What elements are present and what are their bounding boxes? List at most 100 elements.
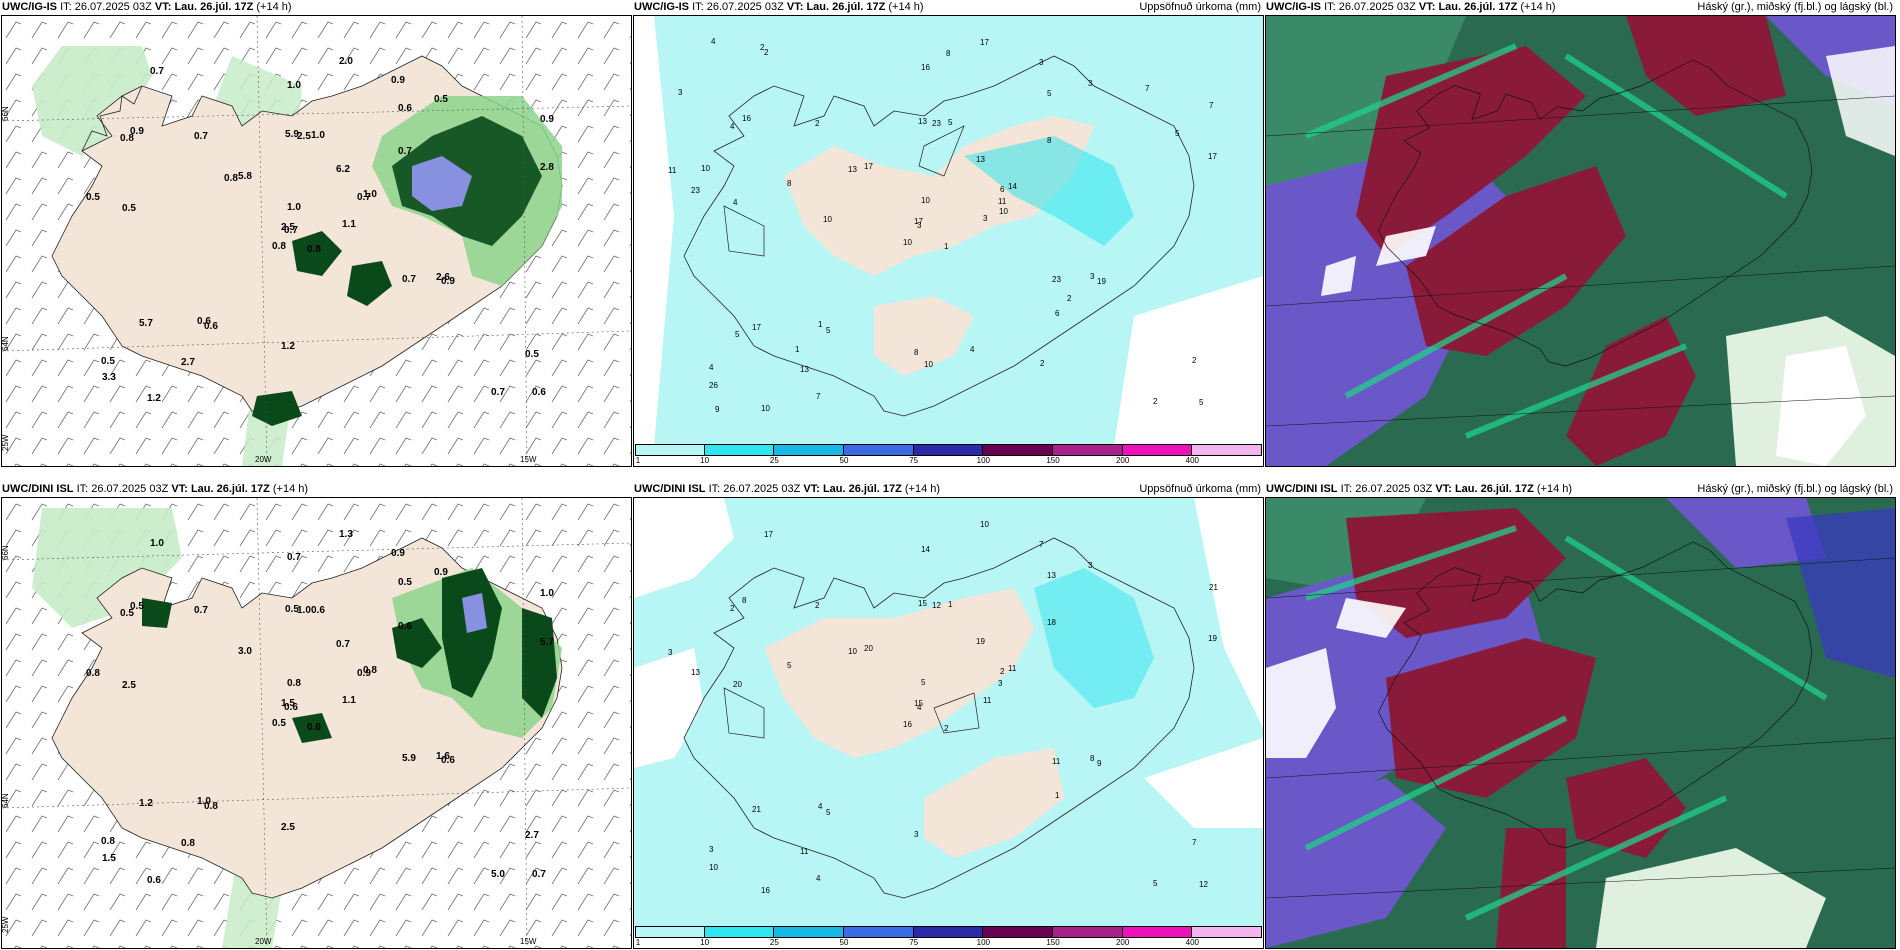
colorbar-tick-label: 150	[1046, 456, 1060, 465]
it-label: IT:	[1340, 483, 1353, 495]
colorbar-tick-label: 100	[976, 456, 991, 465]
lon-label-25: 25W	[2, 434, 10, 451]
map-value-label: 1.5	[281, 698, 295, 709]
map-value-label: 3	[668, 648, 673, 657]
map-value-label: 4	[711, 37, 716, 46]
map-value-label: 9	[715, 405, 720, 414]
panel-header: UWC/IG-IS IT: 26.07.2025 03Z VT: Lau. 26…	[1266, 1, 1556, 14]
map-value-label: 5.0	[491, 869, 505, 880]
map-value-label: 2.5	[281, 822, 295, 833]
map-value-label: 23	[691, 186, 700, 195]
colorbar-segment	[1122, 926, 1193, 938]
map-value-label: 0.9	[540, 114, 554, 125]
map-value-label: 5	[1175, 129, 1180, 138]
panel-header: UWC/DINI ISL IT: 26.07.2025 03Z VT: Lau.…	[634, 483, 940, 496]
map-value-label: 4	[816, 874, 821, 883]
map-value-label: 0.6	[204, 321, 218, 332]
model-name: UWC/IG-IS	[1266, 1, 1321, 13]
map-value-label: 0.6	[307, 722, 321, 733]
colorbar-segment	[983, 926, 1053, 938]
vt-value: Lau. 26.júl. 17Z	[190, 483, 270, 495]
vt-value: Lau. 26.júl. 17Z	[806, 1, 886, 13]
colorbar-segment	[844, 444, 914, 456]
map-value-label: 2.8	[540, 162, 554, 173]
map-value-label: 0.7	[194, 605, 208, 616]
map-value-label: 8	[742, 596, 747, 605]
map-value-label: 11	[983, 696, 992, 705]
it-value: 26.07.2025 03Z	[91, 483, 169, 495]
vt-label: VT:	[154, 1, 172, 13]
vt-label: VT:	[803, 483, 820, 495]
map-value-label: 15	[914, 699, 923, 708]
map-value-label: 9	[1097, 759, 1102, 768]
map-value-label: 17	[1208, 152, 1217, 161]
map-value-label: 2	[1040, 359, 1045, 368]
colorbar-tick-label: 400	[1185, 938, 1200, 947]
colorbar-segment	[1122, 444, 1193, 456]
map-value-label: 20	[864, 644, 873, 653]
map-frame	[1265, 15, 1896, 467]
map-value-label: 5	[735, 330, 740, 339]
map-value-label: 0.6	[284, 702, 298, 713]
map-value-label: 19	[1097, 277, 1106, 286]
panel-header: UWC/IG-IS IT: 26.07.2025 03Z VT: Lau. 26…	[634, 1, 924, 14]
map-value-label: 0.5	[525, 349, 539, 360]
map-value-label: 5.7	[139, 318, 153, 329]
colorbar-tick-label: 50	[839, 938, 849, 947]
map-value-label: 3	[1088, 561, 1093, 570]
map-value-label: 0.9	[130, 126, 144, 137]
map-value-label: 6	[1055, 309, 1060, 318]
panel-bottom-right-clouds: UWC/DINI ISL IT: 26.07.2025 03Z VT: Lau.…	[1265, 482, 1896, 949]
map-value-label: 11	[800, 847, 809, 856]
map-value-label: 11	[1052, 757, 1061, 766]
map-value-label: 7	[1145, 84, 1150, 93]
map-value-label: 0.5	[398, 577, 412, 588]
map-value-label: 17	[864, 162, 873, 171]
map-value-label: 4	[917, 703, 922, 712]
map-value-label: 7	[1039, 540, 1044, 549]
map-value-label: 0.8	[181, 838, 195, 849]
map-value-label: 19	[1208, 634, 1217, 643]
lat-label-66: 66N	[2, 106, 10, 121]
map-value-label: 1.0	[287, 80, 301, 91]
it-label: IT:	[60, 1, 72, 13]
map-value-label: 18	[1047, 618, 1056, 627]
map-value-label: 3.3	[102, 372, 116, 383]
map-frame	[1265, 497, 1896, 949]
map-value-label: 16	[742, 114, 751, 123]
map-value-label: 0.8	[287, 678, 301, 689]
panel-top-middle-accum-precip: UWC/IG-IS IT: 26.07.2025 03Z VT: Lau. 26…	[633, 0, 1264, 467]
map-value-label: 2	[1153, 397, 1158, 406]
lat-label-66: 66N	[2, 545, 10, 560]
map-value-label: 0.7	[150, 66, 164, 77]
map-value-label: 0.5	[285, 604, 299, 615]
map-frame: 1 4 3 4 6 5 3 5 5 3 2 5 4 7 10 8 10 13 13 17 17 26 13 23 14 19 16 1…	[633, 15, 1264, 467]
map-value-label: 1.0	[297, 605, 311, 616]
panel-title: Háský (gr.), miðský (fj.bl.) og lágský (…	[1697, 483, 1893, 495]
lon-label-15: 15W	[520, 455, 537, 464]
panel-bottom-middle-accum-precip: UWC/DINI ISL IT: 26.07.2025 03Z VT: Lau.…	[633, 482, 1264, 949]
map-value-label: 2.5	[122, 680, 136, 691]
panel-top-right-clouds: UWC/IG-IS IT: 26.07.2025 03Z VT: Lau. 26…	[1265, 0, 1896, 467]
map-value-label: 5.9	[285, 129, 299, 140]
map-value-label: 21	[752, 805, 761, 814]
map-value-label: 3	[1039, 58, 1044, 67]
map-value-label: 2.7	[181, 357, 195, 368]
map-value-label: 1	[795, 345, 800, 354]
map-value-label: 0.8	[224, 173, 238, 184]
map-value-label: 20	[733, 680, 742, 689]
accum-value-labels: 1434653553254710810131317172613231419161…	[668, 37, 1217, 414]
map-value-label: 0.9	[357, 668, 371, 679]
map-value-label: 5	[826, 326, 831, 335]
map-value-label: 5	[1047, 89, 1052, 98]
map-value-label: 5.7	[540, 637, 554, 648]
map-value-label: 0.9	[391, 548, 405, 559]
map-value-label: 8	[1090, 754, 1095, 763]
it-value: 26.07.2025 03Z	[74, 1, 152, 13]
map-value-label: 5.9	[402, 753, 416, 764]
map-value-label: 0.7	[284, 225, 298, 236]
colorbar-tick-label: 100	[976, 938, 991, 947]
map-value-label: 10	[701, 164, 710, 173]
colorbar-segment	[844, 926, 914, 938]
map-value-label: 14	[1008, 182, 1017, 191]
